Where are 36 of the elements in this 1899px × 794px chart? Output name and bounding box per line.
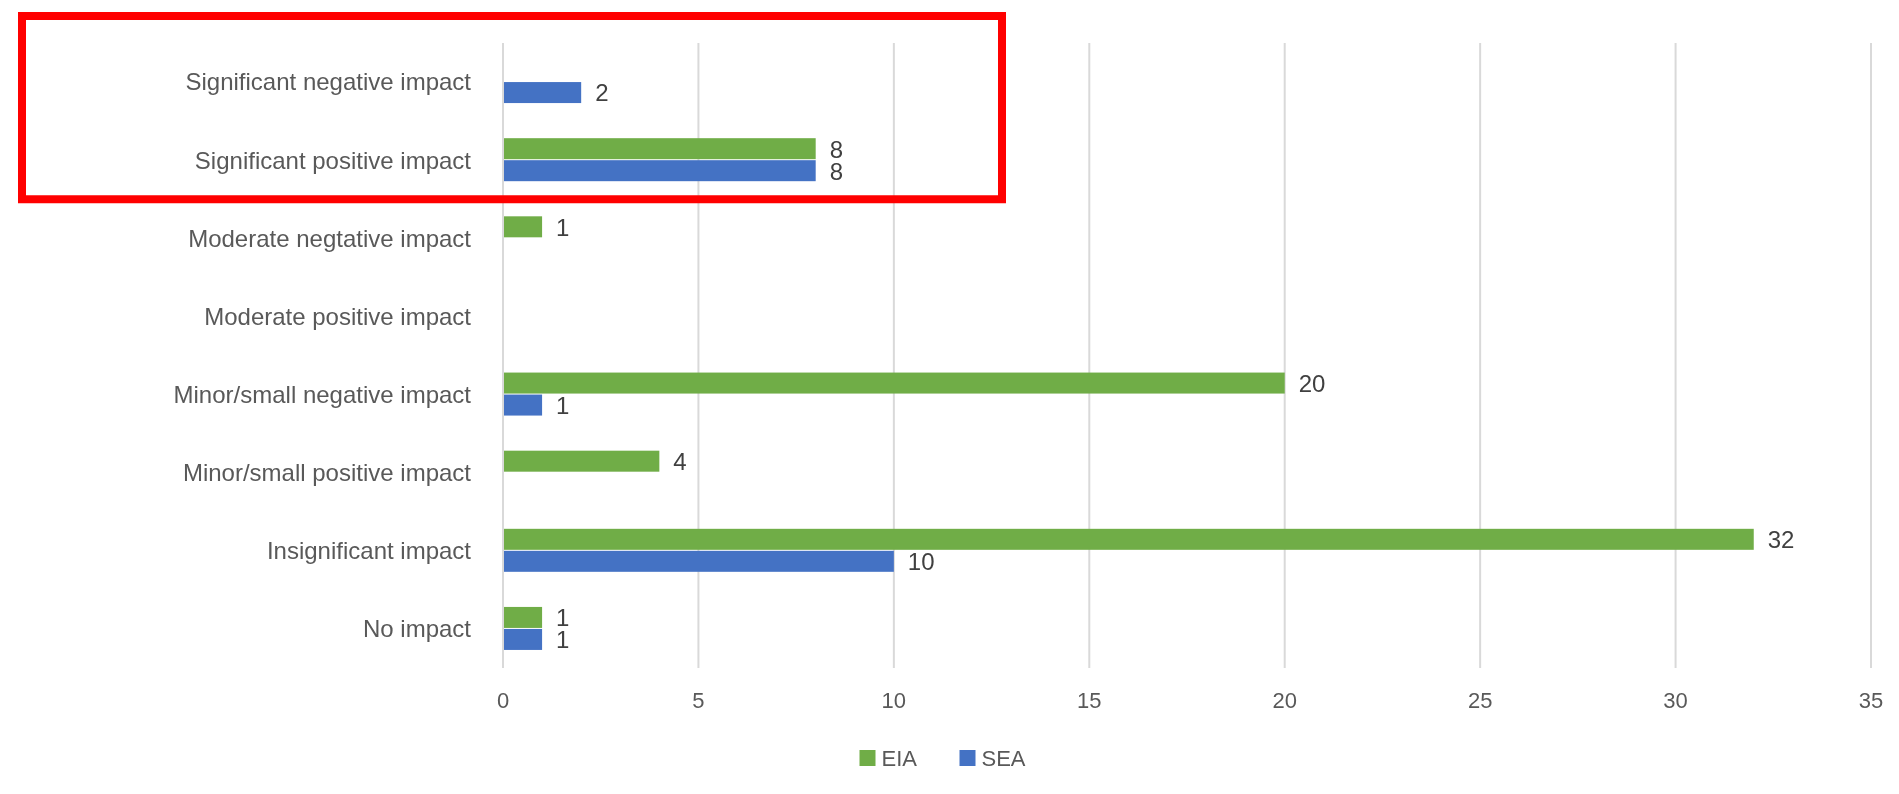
bar [503, 372, 1285, 394]
legend-label: SEA [981, 745, 1026, 771]
legend-label: EIA [881, 745, 918, 771]
y-tick-label: Minor/small positive impact [182, 459, 472, 487]
data-label: 1 [556, 213, 570, 241]
bar [503, 450, 660, 472]
data-label: 4 [673, 448, 687, 476]
x-tick-label: 15 [1077, 688, 1102, 713]
y-tick-label: Significant positive impact [194, 146, 472, 174]
bar [503, 628, 543, 650]
bar [503, 160, 816, 182]
bar [503, 82, 582, 104]
y-tick-label: Insignificant impact [266, 537, 472, 565]
x-tick-label: 20 [1272, 688, 1297, 713]
bar [503, 550, 894, 572]
y-tick-label: Minor/small negative impact [173, 380, 472, 408]
bar [503, 394, 543, 416]
x-tick-label: 35 [1858, 688, 1884, 713]
x-tick-label: 10 [881, 688, 907, 713]
x-tick-label: 30 [1663, 688, 1688, 713]
x-tick-label: 0 [496, 688, 510, 713]
data-label: 1 [556, 391, 570, 419]
data-label: 2 [595, 79, 609, 107]
y-tick-label: Moderate positive impact [204, 302, 472, 330]
y-tick-label: Moderate negtative impact [188, 224, 472, 252]
bar [503, 138, 816, 160]
x-tick-label: 25 [1467, 688, 1493, 713]
y-tick-label: Significant negative impact [185, 68, 472, 96]
bar [503, 216, 543, 238]
y-tick-label: No impact [362, 615, 472, 643]
bar [503, 528, 1754, 550]
data-label: 20 [1298, 369, 1326, 397]
x-tick-label: 5 [692, 688, 705, 713]
data-label: 32 [1767, 526, 1795, 554]
data-label: 10 [907, 548, 935, 576]
bar [503, 606, 543, 628]
